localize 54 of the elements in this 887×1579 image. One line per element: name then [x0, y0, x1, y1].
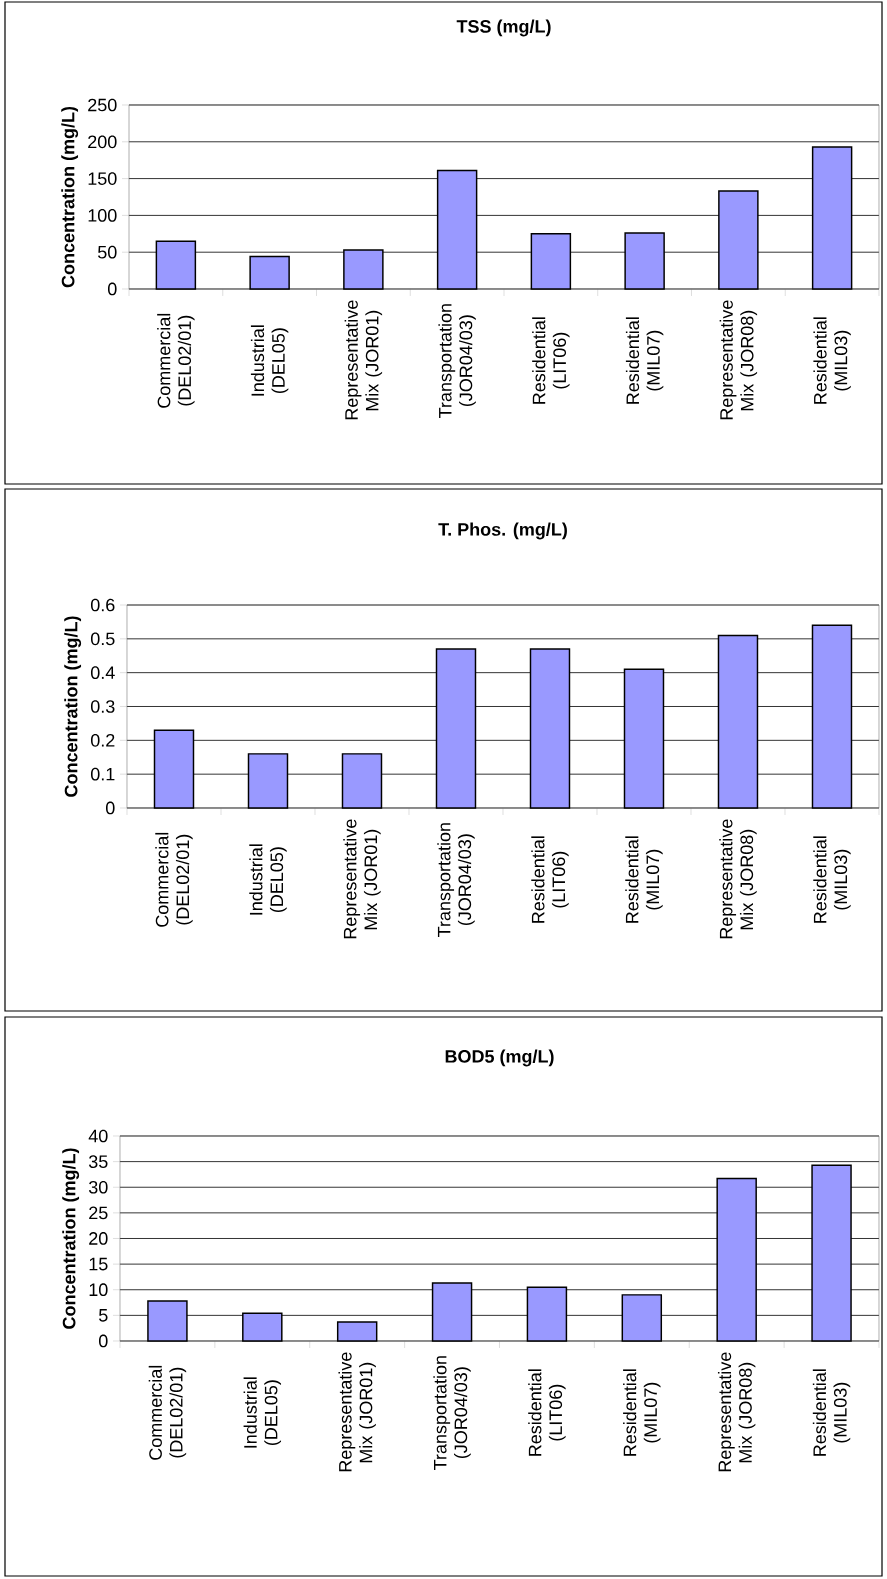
x-tick-label: Commercial (DEL02/01) [157, 313, 195, 408]
x-tick-label: Transportation (JOR04/03) [433, 1356, 471, 1470]
y-tick-label: 5 [98, 1309, 108, 1322]
chart-title: TSS (mg/L) [456, 19, 551, 37]
x-tick-label: Representative Mix (JOR08) [717, 1352, 756, 1472]
y-tick-label: 0.2 [90, 733, 115, 747]
y-tick-label: 250 [88, 98, 117, 112]
y-tick-label: 0.4 [90, 666, 115, 680]
x-tick-label: Transportation (JOR04/03) [438, 304, 476, 418]
y-tick-label: 50 [97, 245, 117, 259]
y-axis-title: Concentration (mg/L) [64, 616, 82, 797]
x-tick-label: Commercial (DEL02/01) [148, 1365, 187, 1460]
x-tick-label: Residential (MIL07) [625, 317, 664, 404]
x-tick-label: Residential (LIT06) [532, 317, 570, 404]
y-tick-label: 0.3 [90, 700, 115, 713]
bar [336, 1321, 378, 1342]
y-tick-label: 0 [107, 282, 117, 296]
x-tick-label: Residential (MIL03) [812, 1369, 851, 1456]
y-tick-label: 35 [88, 1155, 108, 1168]
x-tick-label: Residential (LIT06) [528, 1369, 566, 1456]
y-tick-label: 15 [89, 1257, 108, 1271]
bar [249, 255, 290, 290]
y-tick-label: 10 [89, 1283, 108, 1297]
y-tick-label: 100 [88, 209, 117, 222]
x-tick-label: Industrial (DEL05) [243, 1377, 282, 1448]
y-tick-label: 0 [98, 1334, 108, 1348]
y-tick-label: 20 [89, 1232, 108, 1245]
y-tick-label: 0 [105, 801, 115, 815]
y-tick-label: 150 [88, 172, 117, 185]
y-tick-label: 0.6 [90, 598, 115, 612]
x-tick-label: Transportation (JOR04/03) [437, 823, 475, 937]
x-tick-label: Industrial (DEL05) [249, 844, 287, 915]
x-tick-label: Representative Mix (JOR08) [719, 819, 757, 939]
y-tick-label: 30 [88, 1180, 108, 1194]
x-tick-label: Representative Mix (JOR01) [344, 300, 383, 420]
x-tick-label: Residential (MIL03) [813, 317, 851, 404]
x-tick-label: Residential (LIT06) [531, 836, 569, 923]
y-tick-label: 25 [89, 1206, 108, 1220]
x-tick-label: Residential (MIL07) [623, 1369, 661, 1456]
y-tick-label: 40 [88, 1129, 108, 1143]
chart-title: T. Phos. (mg/L) [438, 522, 567, 540]
x-tick-label: Residential (MIL03) [813, 836, 851, 923]
x-tick-label: Industrial (DEL05) [250, 325, 289, 396]
chart-title: BOD5 (mg/L) [445, 1049, 554, 1067]
x-tick-label: Representative Mix (JOR01) [343, 819, 381, 939]
x-tick-label: Representative Mix (JOR08) [719, 300, 758, 420]
x-tick-label: Residential (MIL07) [625, 836, 663, 923]
y-axis-title: Concentration (mg/L) [62, 1148, 80, 1329]
x-tick-label: Representative Mix (JOR01) [338, 1352, 376, 1472]
y-axis-title: Concentration (mg/L) [61, 106, 79, 288]
y-tick-label: 0.1 [90, 767, 115, 781]
y-tick-label: 200 [88, 135, 117, 149]
y-tick-label: 0.5 [90, 632, 115, 646]
x-tick-label: Commercial (DEL02/01) [155, 832, 193, 927]
